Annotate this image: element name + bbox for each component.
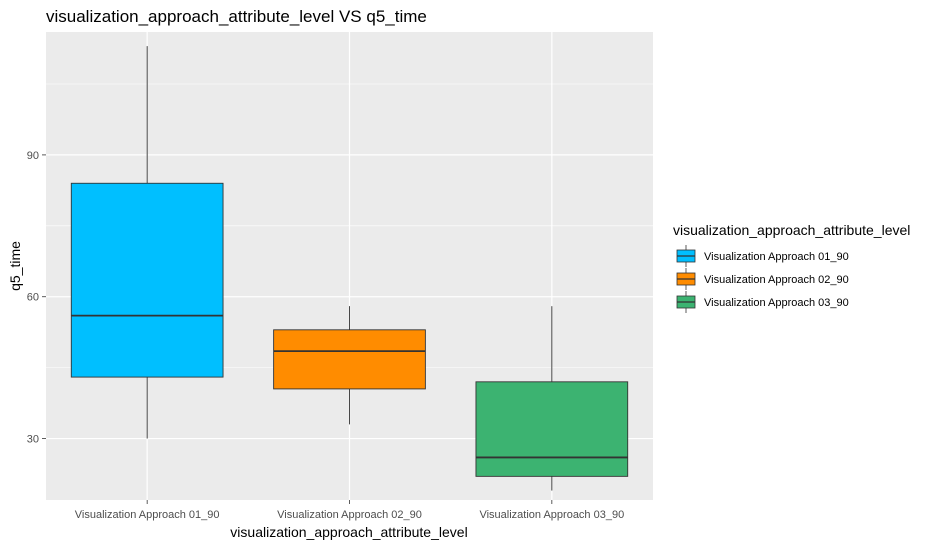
box-iqr (70, 182, 224, 378)
y-tick-label: 30 (27, 434, 39, 446)
legend-entry-2: Visualization Approach 02_90 (676, 268, 849, 290)
legend: visualization_approach_attribute_level V… (673, 222, 910, 313)
x-tick-label: Visualization Approach 03_90 (479, 509, 624, 521)
legend-entry-3: Visualization Approach 03_90 (676, 291, 849, 313)
y-tick-label: 90 (27, 150, 39, 162)
chart-title: visualization_approach_attribute_level V… (46, 7, 427, 26)
x-tick-label: Visualization Approach 02_90 (277, 509, 422, 521)
y-tick-label: 60 (27, 292, 39, 304)
legend-label: Visualization Approach 02_90 (704, 274, 849, 286)
legend-title: visualization_approach_attribute_level (673, 222, 910, 238)
box-iqr (475, 381, 629, 477)
x-axis-title: visualization_approach_attribute_level (230, 524, 467, 540)
box-2 (273, 306, 426, 425)
x-tick-label: Visualization Approach 01_90 (75, 509, 220, 521)
y-axis-title: q5_time (7, 241, 23, 291)
legend-label: Visualization Approach 01_90 (704, 251, 849, 263)
box-1 (70, 46, 224, 439)
boxes (70, 46, 629, 491)
box-3 (475, 306, 629, 491)
legend-label: Visualization Approach 03_90 (704, 297, 849, 309)
axes: 30 60 90 Visualization Approach 01_90 Visual… (27, 150, 624, 521)
box-iqr (273, 329, 426, 390)
legend-entry-1: Visualization Approach 01_90 (676, 245, 849, 267)
